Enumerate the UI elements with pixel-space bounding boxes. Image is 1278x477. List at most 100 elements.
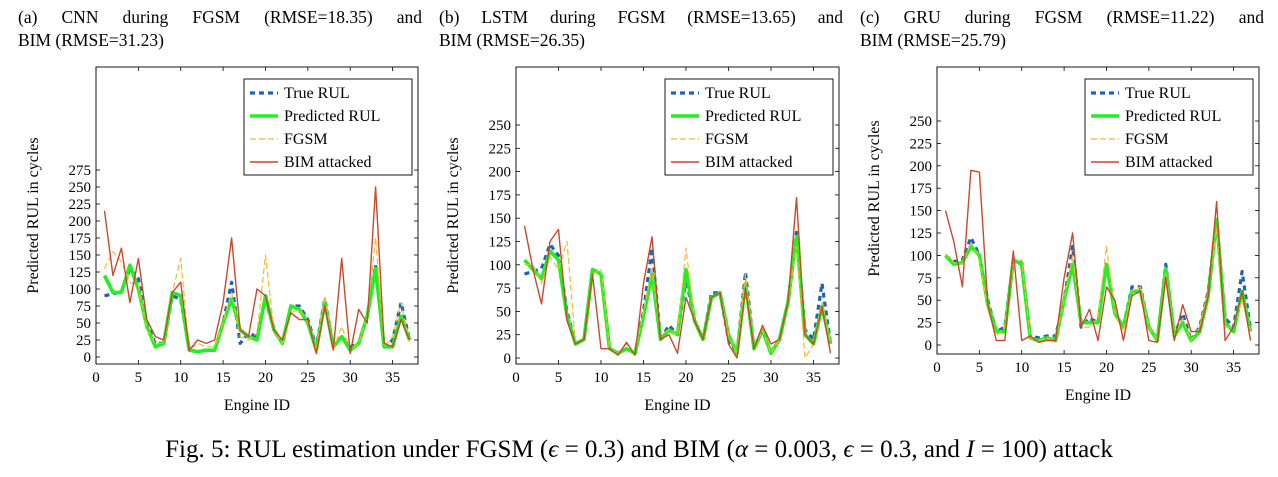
- x-tick-label: 10: [173, 370, 188, 386]
- subcaption-lstm: (b) LSTM during FGSM (RMSE=13.65) and BI…: [439, 6, 843, 52]
- x-tick-label: 25: [1141, 360, 1156, 376]
- x-tick-label: 20: [679, 370, 694, 386]
- legend-label: Predicted RUL: [705, 108, 801, 125]
- subcaption-line1: (c) GRU during FGSM (RMSE=11.22) and: [860, 7, 1264, 27]
- x-axis-label: Engine ID: [644, 397, 710, 414]
- subcaption-line2: BIM (RMSE=26.35): [439, 30, 585, 50]
- y-tick-label: 200: [69, 214, 92, 230]
- y-tick-label: 150: [910, 204, 933, 220]
- x-tick-label: 30: [1184, 360, 1199, 376]
- caption-part-2: = 0.003,: [748, 436, 844, 463]
- x-tick-label: 35: [806, 370, 821, 386]
- legend-label: True RUL: [284, 85, 350, 102]
- caption-prefix: Fig. 5: RUL estimation under FGSM (: [165, 436, 549, 463]
- y-tick-label: 250: [910, 114, 933, 130]
- y-axis-label: Predicted RUL in cycles: [866, 120, 883, 276]
- y-tick-label: 100: [910, 248, 933, 264]
- y-axis-label: Predicted RUL in cycles: [25, 137, 42, 293]
- legend-label: BIM attacked: [284, 154, 372, 171]
- legend: True RUL Predicted RUL FGSM BIM attacked: [243, 78, 413, 176]
- subcaption-line1: (a) CNN during FGSM (RMSE=18.35) and: [18, 7, 422, 27]
- chart-2: 0 25 50 75 100 125 150 175 200 225 250 0 5 10 15 20 25 30…: [866, 66, 1260, 404]
- x-tick-label: 25: [721, 370, 736, 386]
- legend-box: [1084, 78, 1254, 176]
- series-line-bim-attacked: [944, 169, 1252, 343]
- caption-iterations: I: [966, 436, 975, 463]
- subcaption-line2: BIM (RMSE=25.79): [860, 30, 1006, 50]
- y-tick-label: 25: [76, 333, 91, 349]
- caption-epsilon-2: ϵ: [843, 436, 854, 463]
- subcaption-cnn: (a) CNN during FGSM (RMSE=18.35) and BIM…: [18, 6, 422, 52]
- legend-box: [243, 78, 413, 176]
- legend-label: FGSM: [705, 131, 749, 148]
- plot-frame: [515, 66, 840, 365]
- legend-label: FGSM: [1125, 131, 1169, 148]
- y-tick-label: 125: [489, 235, 512, 251]
- x-tick-label: 5: [976, 360, 984, 376]
- legend: True RUL Predicted RUL FGSM BIM attacked: [664, 78, 834, 176]
- y-tick-label: 50: [76, 316, 91, 332]
- y-tick-label: 175: [910, 181, 933, 197]
- y-tick-label: 25: [917, 316, 932, 332]
- legend-label: Predicted RUL: [284, 108, 380, 125]
- legend-label: FGSM: [284, 131, 328, 148]
- legend-label: Predicted RUL: [1125, 108, 1221, 125]
- x-tick-label: 15: [636, 370, 651, 386]
- caption-part-1: = 0.3) and BIM (: [558, 436, 735, 463]
- caption-part-4: = 100) attack: [974, 436, 1113, 463]
- x-tick-label: 35: [1226, 360, 1241, 376]
- x-tick-label: 30: [343, 370, 358, 386]
- y-tick-label: 50: [917, 293, 932, 309]
- legend-label: True RUL: [705, 85, 771, 102]
- x-tick-label: 10: [594, 370, 609, 386]
- x-axis-label: Engine ID: [1065, 387, 1131, 404]
- x-tick-label: 0: [933, 360, 941, 376]
- y-tick-label: 175: [69, 231, 92, 247]
- subcaption-gru: (c) GRU during FGSM (RMSE=11.22) and BIM…: [860, 6, 1264, 52]
- x-tick-label: 15: [1057, 360, 1072, 376]
- y-tick-label: 50: [496, 304, 511, 320]
- series-line-fgsm: [103, 237, 411, 351]
- y-tick-label: 225: [910, 136, 933, 152]
- y-tick-label: 150: [69, 248, 92, 264]
- legend-label: BIM attacked: [1125, 154, 1213, 171]
- series-line-predicted-rul: [102, 263, 412, 354]
- caption-alpha: α: [734, 436, 749, 463]
- series-line-bim-attacked: [523, 196, 832, 359]
- y-tick-label: 200: [910, 159, 933, 175]
- figure-caption: Fig. 5: RUL estimation under FGSM (ϵ = 0…: [0, 436, 1278, 464]
- x-tick-label: 15: [216, 370, 231, 386]
- plot-frame: [95, 66, 419, 365]
- series-line-predicted-rul: [944, 217, 1253, 343]
- subcaption-line1: (b) LSTM during FGSM (RMSE=13.65) and: [439, 7, 843, 27]
- y-tick-label: 100: [489, 258, 512, 274]
- y-tick-label: 75: [917, 271, 932, 287]
- y-tick-label: 0: [504, 351, 512, 367]
- y-tick-label: 225: [489, 141, 512, 157]
- chart-1: 0 25 50 75 100 125 150 175 200 225 250 0 5 10 15 20 25 30…: [445, 66, 840, 414]
- y-tick-label: 175: [489, 188, 512, 204]
- x-tick-label: 0: [92, 370, 100, 386]
- y-tick-label: 0: [84, 350, 92, 366]
- x-tick-label: 20: [1099, 360, 1114, 376]
- y-tick-label: 250: [69, 180, 92, 196]
- caption-epsilon-1: ϵ: [548, 436, 559, 463]
- caption-part-3: = 0.3, and: [853, 436, 967, 463]
- x-tick-label: 30: [764, 370, 779, 386]
- x-tick-label: 35: [385, 370, 400, 386]
- y-tick-label: 150: [489, 211, 512, 227]
- series-line-bim-attacked: [103, 186, 411, 355]
- y-tick-label: 125: [69, 265, 92, 281]
- y-tick-label: 200: [489, 165, 512, 181]
- series-line-predicted-rul: [523, 235, 833, 356]
- subcaption-line2: BIM (RMSE=31.23): [18, 30, 164, 50]
- y-tick-label: 75: [76, 299, 91, 315]
- y-tick-label: 100: [69, 282, 92, 298]
- legend-box: [664, 78, 834, 176]
- y-tick-label: 25: [496, 328, 511, 344]
- y-tick-label: 250: [489, 118, 512, 134]
- y-tick-label: 275: [69, 163, 92, 179]
- x-tick-label: 0: [512, 370, 520, 386]
